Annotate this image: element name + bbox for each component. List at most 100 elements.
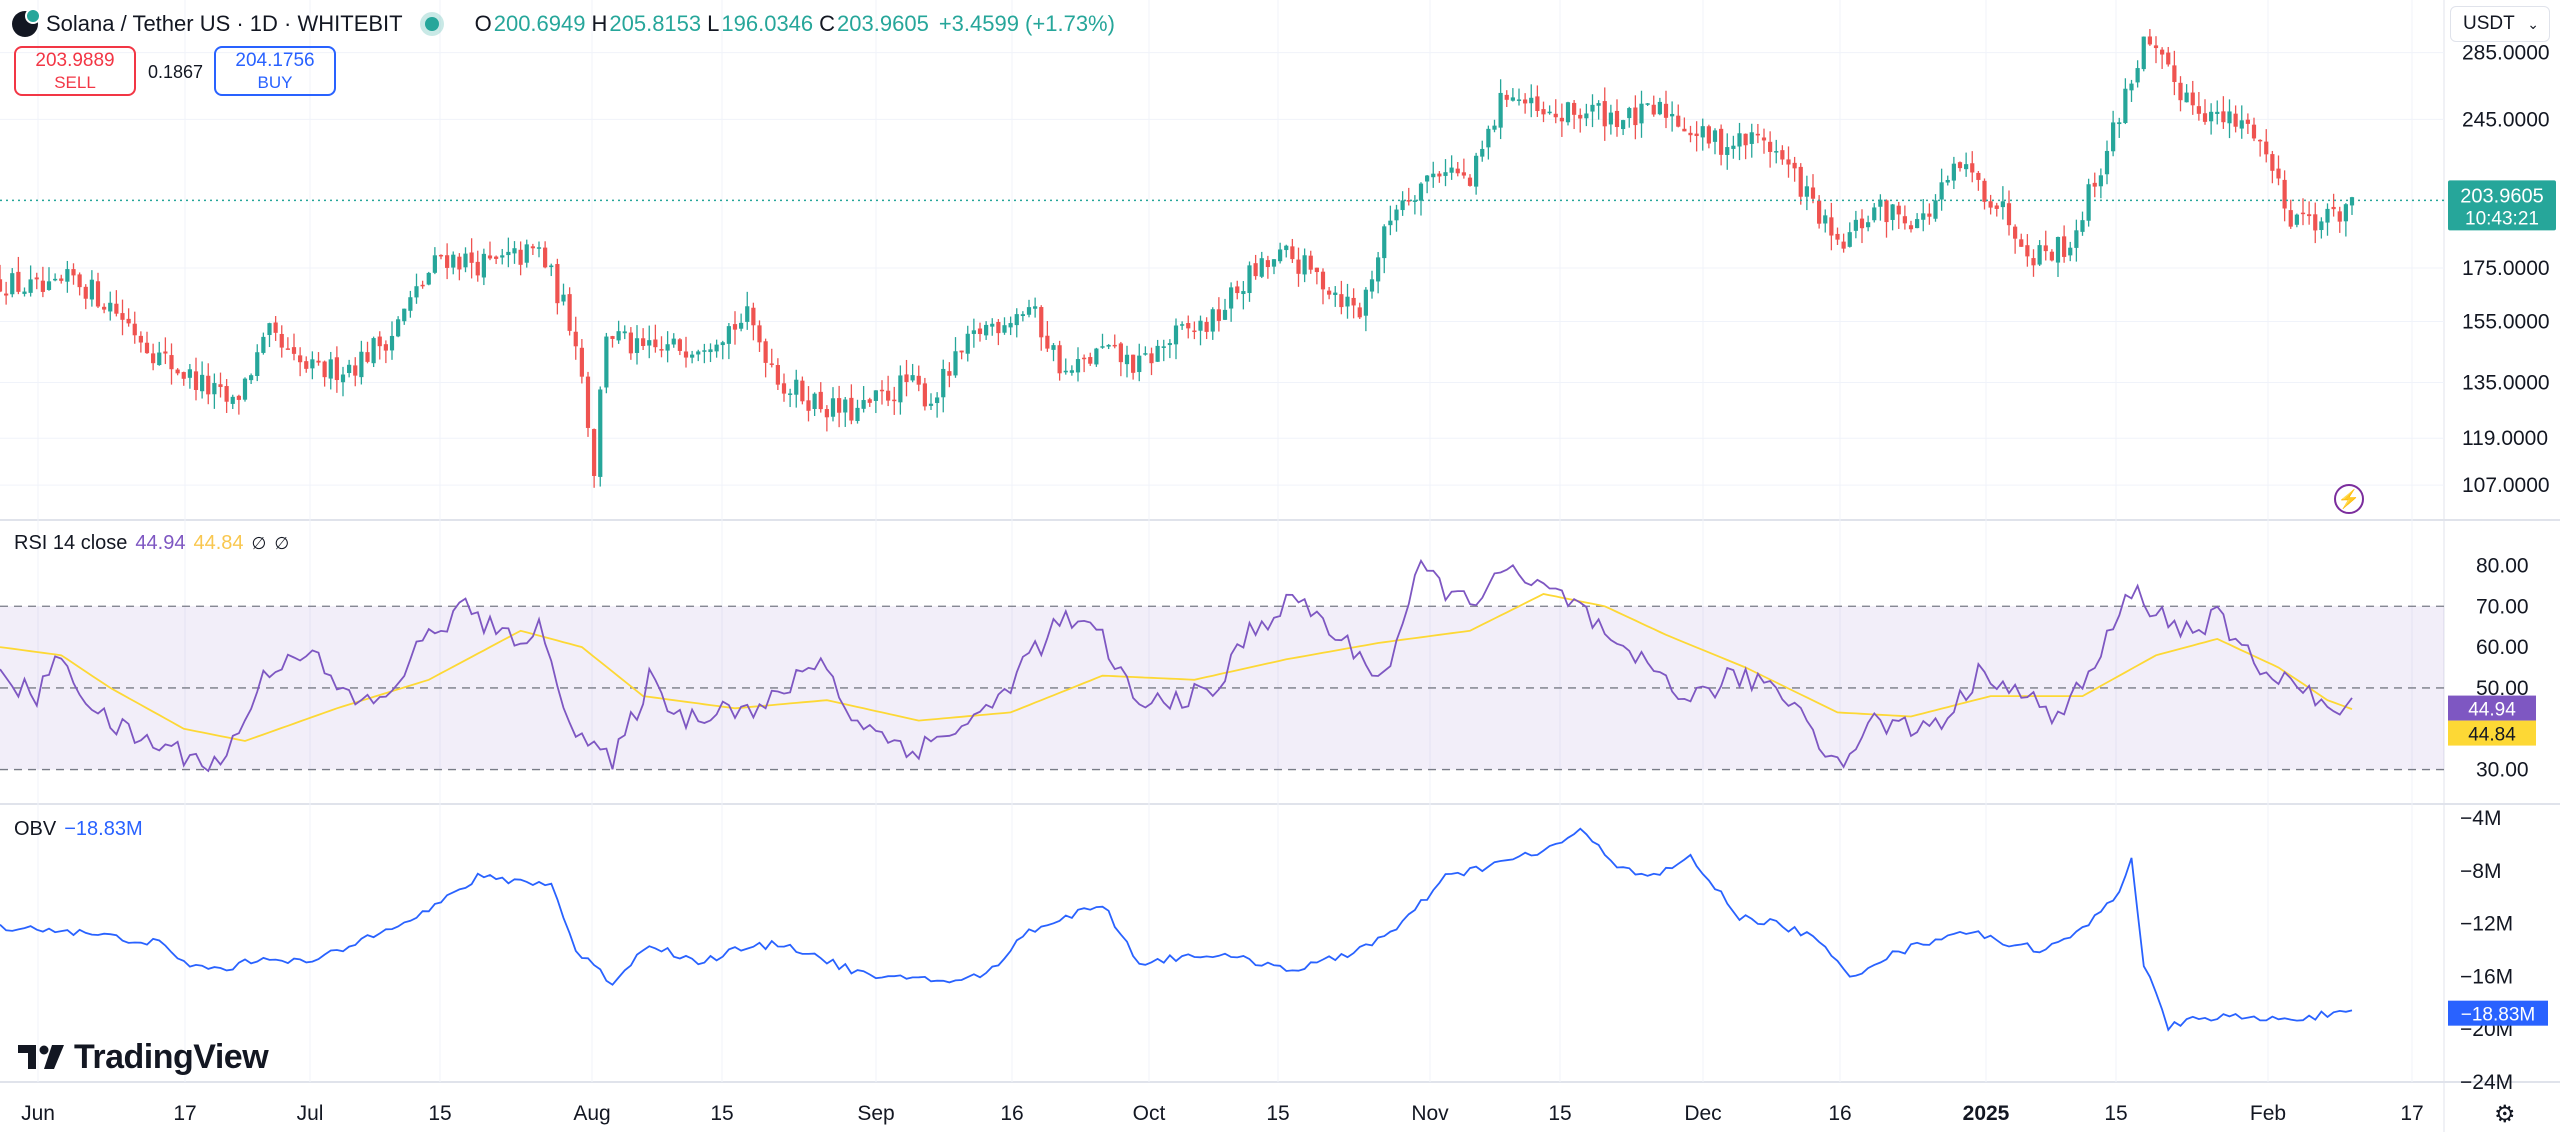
candle-body: [2031, 258, 2036, 266]
candle-body: [451, 254, 456, 268]
tradingview-logo-icon: [18, 1045, 64, 1069]
candle-body: [1902, 216, 1907, 224]
candle-body: [2006, 203, 2012, 226]
candle-body: [230, 396, 235, 404]
candle-body: [1627, 108, 1632, 119]
candle-body: [2319, 221, 2324, 231]
candle-body: [1455, 168, 1460, 174]
candle-body: [2025, 245, 2030, 257]
candle-body: [396, 319, 401, 337]
obv-tick-label: −4M: [2460, 807, 2501, 830]
candle-body: [1075, 359, 1081, 373]
close-value: 203.9605: [837, 11, 929, 36]
candle-body: [1706, 126, 1711, 144]
candle-body: [1308, 255, 1313, 270]
candle-body: [2313, 214, 2318, 231]
candle-body: [126, 318, 131, 324]
lightning-icon[interactable]: ⚡: [2334, 484, 2364, 514]
obv-legend[interactable]: OBV −18.83M: [14, 818, 151, 841]
candle-body: [598, 389, 603, 477]
candle-body: [2147, 36, 2152, 45]
candle-body: [1516, 99, 1522, 101]
candle-body: [2135, 68, 2140, 83]
candle-body: [420, 284, 425, 287]
candle-body: [242, 378, 248, 400]
candle-body: [1933, 200, 1938, 219]
candle-body: [898, 375, 903, 403]
candle-body: [389, 335, 395, 351]
candle-body: [1700, 126, 1705, 138]
candle-body: [1302, 255, 1307, 275]
candle-body: [567, 294, 572, 331]
candles: [0, 29, 2355, 488]
rsi-legend[interactable]: RSI 14 close 44.94 44.84 ∅ ∅: [14, 532, 297, 555]
candle-body: [1063, 370, 1068, 373]
candle-body: [536, 247, 542, 249]
candle-body: [1596, 103, 1601, 106]
candle-body: [1149, 353, 1154, 364]
candle-body: [1645, 103, 1650, 105]
candle-body: [371, 338, 376, 364]
candle-body: [886, 390, 891, 401]
candle-body: [77, 274, 82, 288]
candle-body: [1180, 324, 1185, 326]
candle-body: [1670, 113, 1675, 117]
candle-body: [726, 326, 731, 344]
x-tick-label: Nov: [1411, 1102, 1449, 1125]
candle-body: [1817, 200, 1822, 224]
candle-body: [2294, 214, 2299, 225]
candle-body: [445, 255, 450, 268]
candle-body: [1363, 289, 1368, 316]
x-tick-label: Aug: [573, 1102, 610, 1125]
sell-button[interactable]: 203.9889 SELL: [14, 46, 136, 96]
candle-body: [2104, 150, 2110, 175]
candle-body: [512, 248, 517, 254]
candle-body: [481, 253, 486, 278]
candle-body: [2055, 236, 2061, 263]
candle-body: [1498, 92, 1503, 128]
candle-body: [2172, 65, 2177, 82]
candle-body: [959, 350, 964, 353]
candle-body: [1376, 257, 1381, 282]
candle-body: [285, 348, 290, 350]
candle-body: [561, 294, 566, 302]
candle-body: [812, 393, 817, 410]
candle-body: [2178, 82, 2183, 101]
candle-body: [1131, 354, 1136, 373]
candle-body: [2276, 168, 2281, 179]
candle-body: [1235, 286, 1240, 294]
symbol-title[interactable]: Solana / Tether US · 1D · WHITEBIT: [46, 11, 403, 36]
settings-gear-icon[interactable]: ⚙: [2494, 1101, 2516, 1128]
candle-body: [922, 383, 927, 407]
candle-body: [1320, 271, 1326, 290]
candle-body: [916, 375, 921, 385]
low-value: 196.0346: [721, 11, 814, 36]
candle-body: [1988, 201, 1993, 208]
candle-body: [1749, 132, 1754, 144]
obv-value: −18.83M: [64, 818, 143, 840]
candle-body: [2160, 49, 2165, 55]
candle-body: [1614, 110, 1620, 127]
candle-body: [298, 355, 303, 363]
high-value: 205.8153: [609, 11, 702, 36]
candle-body: [2098, 175, 2103, 187]
buy-label: BUY: [257, 73, 293, 92]
candle-body: [1737, 133, 1742, 147]
candle-body: [573, 331, 578, 347]
x-tick-label: 16: [1000, 1102, 1023, 1125]
buy-button[interactable]: 204.1756 BUY: [214, 46, 336, 96]
x-tick-label: 15: [1548, 1102, 1571, 1125]
candle-body: [524, 244, 529, 263]
currency-selector[interactable]: USDT ⌄: [2450, 6, 2550, 42]
candle-body: [181, 372, 186, 379]
rsi-value-tag: [2448, 695, 2536, 721]
candle-body: [549, 265, 554, 268]
last-price-tag: [2448, 180, 2556, 231]
candle-body: [2325, 208, 2330, 223]
candle-body: [1639, 103, 1644, 124]
candle-body: [163, 351, 168, 354]
candle-body: [1633, 107, 1638, 126]
candle-body: [867, 399, 872, 403]
low-key: L: [707, 11, 720, 36]
